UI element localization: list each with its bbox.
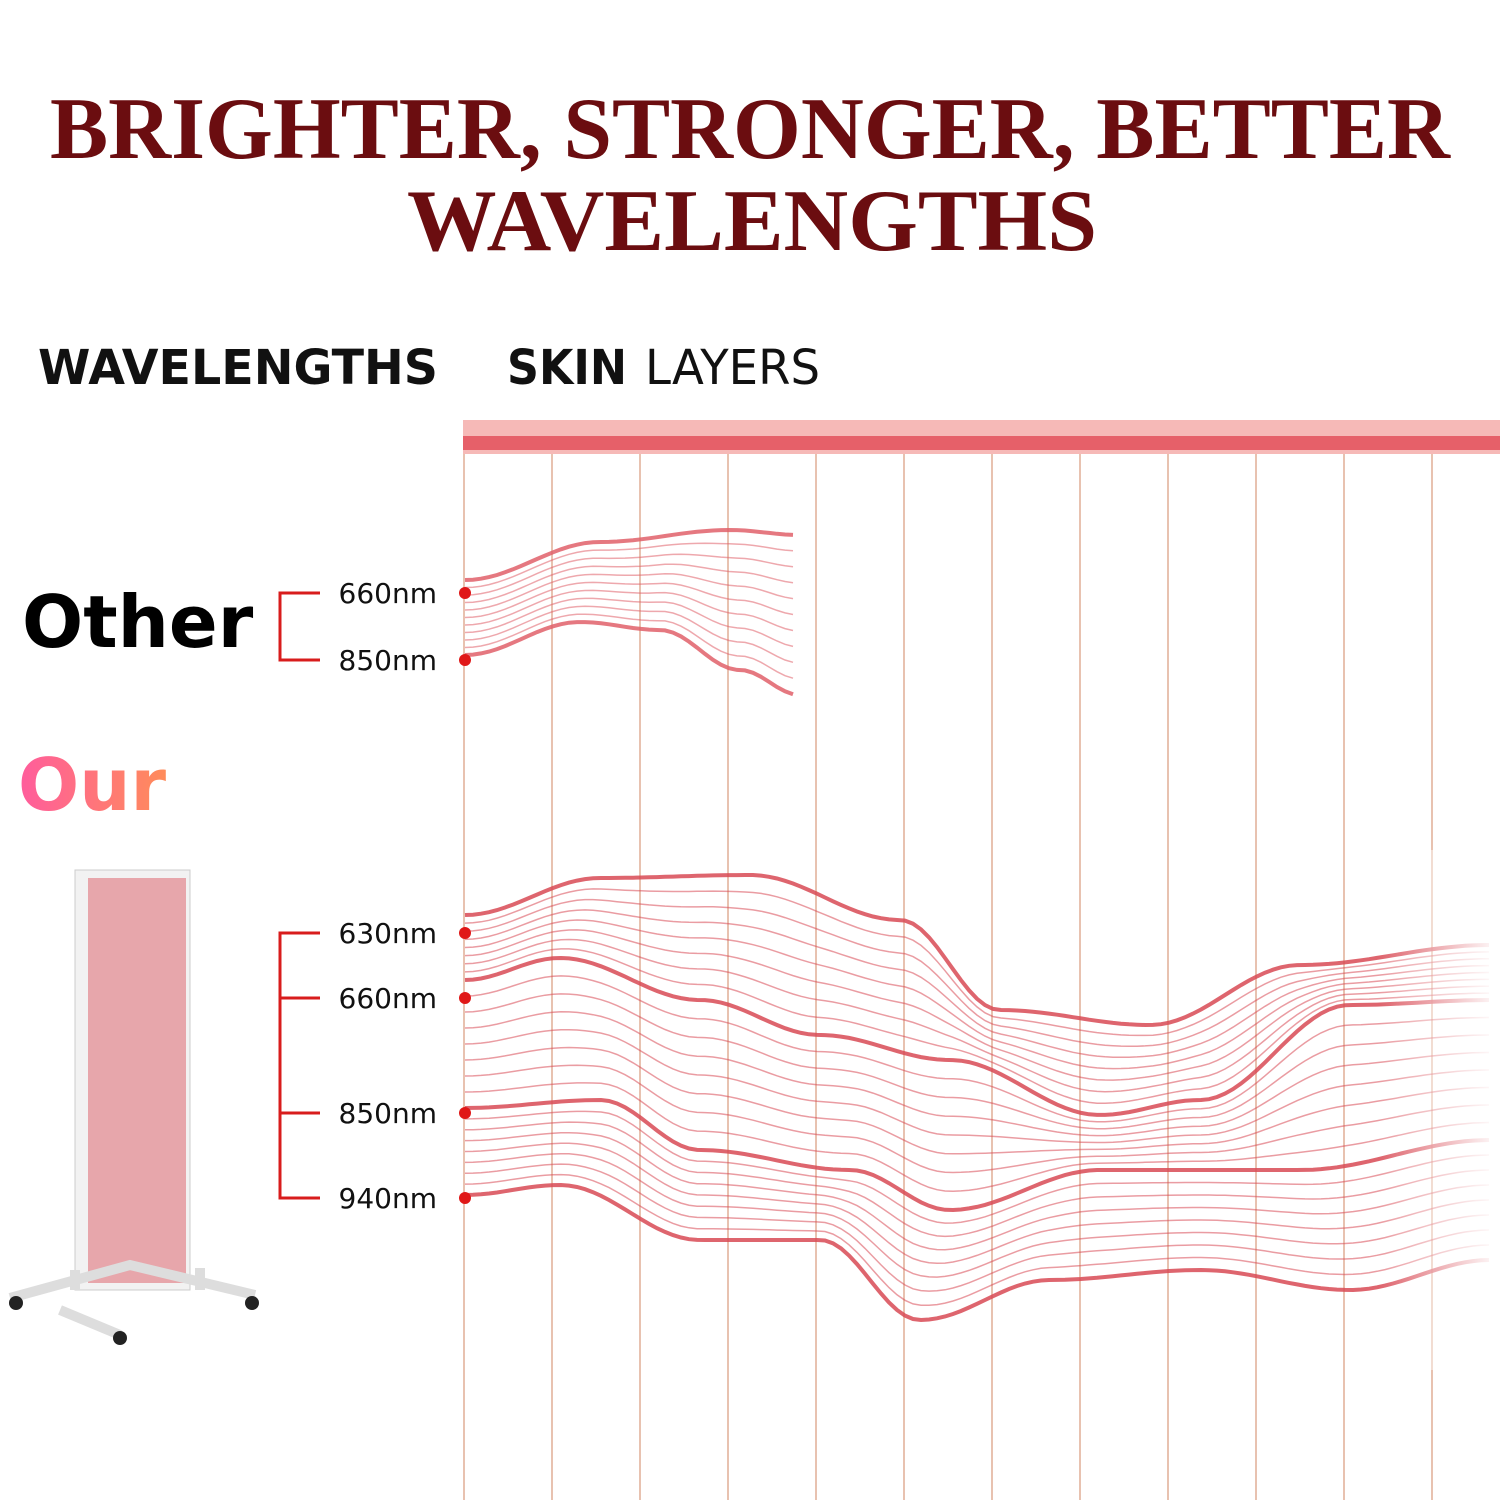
wave-line <box>464 1046 1490 1155</box>
wave-line <box>464 919 1490 1070</box>
wave-line <box>464 1097 1490 1213</box>
wave-line <box>464 993 1490 1130</box>
wavelength-label: 850nm <box>339 1097 437 1130</box>
wavelength-dot <box>459 927 471 939</box>
wavelength-dot <box>459 587 471 599</box>
wavelength-dot <box>459 1192 471 1204</box>
wave-line <box>464 1121 1490 1238</box>
title-line: BRIGHTER, STRONGER, BETTER <box>50 81 1451 178</box>
wavelength-dot <box>459 1107 471 1119</box>
wavelength-dot <box>459 654 471 666</box>
panel-leds <box>88 878 186 1283</box>
wave-line <box>464 1163 1490 1292</box>
wave-line <box>464 1182 1490 1323</box>
wave-line <box>464 613 794 679</box>
wavelength-label: 850nm <box>339 644 437 677</box>
wave-line <box>464 605 794 664</box>
wave-line <box>464 898 1489 1047</box>
group-label: Our <box>18 743 166 827</box>
heading: LAYERS <box>645 340 820 396</box>
panel-stand <box>8 1259 257 1340</box>
wave-line <box>464 1110 1490 1224</box>
bracket <box>278 931 320 1200</box>
heading: WAVELENGTHS <box>38 340 438 396</box>
wave-line <box>464 620 794 697</box>
wave-line <box>464 589 794 632</box>
wave-line <box>464 542 794 589</box>
heading: SKIN <box>507 340 627 396</box>
panel-device <box>8 869 259 1345</box>
wave-line <box>464 527 794 582</box>
wave-line <box>464 938 1489 1093</box>
wave-line <box>464 573 794 611</box>
wave-line <box>464 1011 1490 1137</box>
wave-line <box>464 1142 1490 1265</box>
wheel <box>9 1296 23 1310</box>
wave-line <box>464 975 1490 1123</box>
wave-line <box>464 1064 1490 1174</box>
waves <box>464 527 1490 1323</box>
wave-line <box>464 948 1490 1105</box>
wave-line <box>464 929 1489 1081</box>
wave-line <box>464 553 794 596</box>
fade <box>1380 850 1500 1370</box>
wavelength-label: 660nm <box>339 982 437 1015</box>
wave-line <box>464 1173 1490 1307</box>
skin-cells <box>463 436 1500 450</box>
wheel <box>245 1296 259 1310</box>
brackets <box>278 591 320 1200</box>
wave-line <box>464 1028 1490 1144</box>
title-line: WAVELENGTHS <box>407 173 1097 270</box>
bracket <box>278 591 320 662</box>
wave-line <box>464 873 1490 1028</box>
wave-line <box>464 581 794 619</box>
skin-layer <box>463 420 1500 454</box>
wave-line <box>464 563 794 604</box>
group-label: Other <box>22 580 254 664</box>
wheel <box>113 1331 127 1345</box>
wavelength-label: 940nm <box>339 1182 437 1215</box>
wavelength-dot <box>459 992 471 1004</box>
wave-line <box>464 888 1490 1037</box>
wavelength-labels: 660nm 850nm 630nm 660nm 850nm 940nm <box>339 577 471 1215</box>
wave-line <box>464 955 1490 1117</box>
wave-line <box>464 1082 1490 1192</box>
wavelength-label: 660nm <box>339 577 437 610</box>
wave-line <box>464 909 1490 1059</box>
wavelength-label: 630nm <box>339 917 437 950</box>
wave-line <box>464 1152 1490 1278</box>
wave-line <box>464 597 794 648</box>
wave-line <box>464 1131 1490 1251</box>
layer-lines <box>463 454 1433 1500</box>
